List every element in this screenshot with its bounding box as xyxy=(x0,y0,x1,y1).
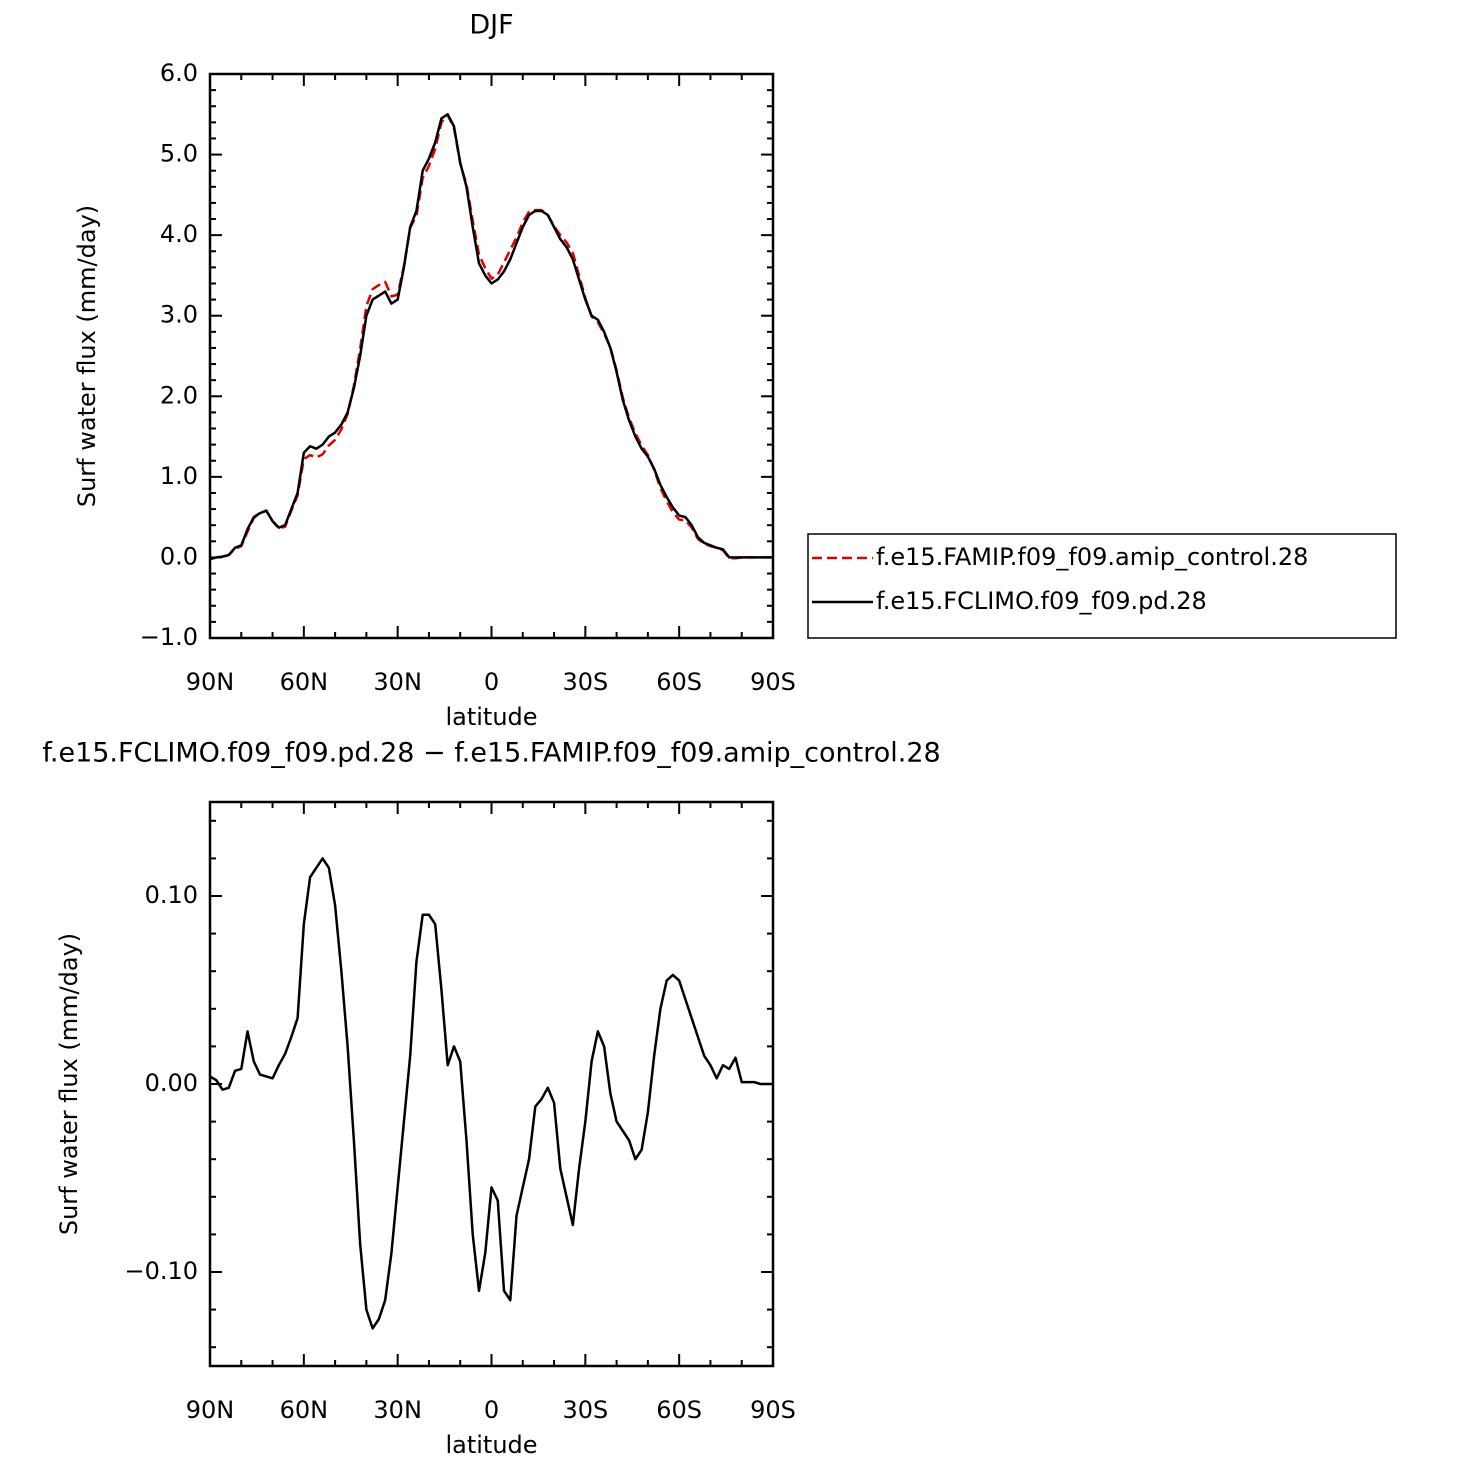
y-tick-label: 0.00 xyxy=(145,1069,198,1097)
x-tick-label: 30S xyxy=(562,1396,608,1424)
y-tick-label: 5.0 xyxy=(160,140,198,168)
y-tick-label: 2.0 xyxy=(160,381,198,409)
y-tick-label: −0.10 xyxy=(124,1257,198,1285)
y-axis-label: Surf water flux (mm/day) xyxy=(73,205,101,507)
x-tick-label: 60S xyxy=(656,1396,702,1424)
plot-frame xyxy=(208,72,775,640)
x-axis-label: latitude xyxy=(445,1431,537,1459)
y-tick-label: −1.0 xyxy=(140,623,198,651)
legend-label: f.e15.FCLIMO.f09_f09.pd.28 xyxy=(876,587,1207,615)
chart-title: DJF xyxy=(469,10,513,41)
legend-box xyxy=(807,533,1397,639)
x-tick-label: 30N xyxy=(373,1396,422,1424)
y-tick-label: 0.0 xyxy=(160,542,198,570)
x-tick-label: 30S xyxy=(562,668,608,696)
x-tick-label: 30N xyxy=(373,668,422,696)
y-tick-label: 0.10 xyxy=(145,881,198,909)
x-tick-label: 0 xyxy=(484,1396,499,1424)
x-tick-label: 90S xyxy=(750,668,796,696)
series-line xyxy=(209,113,773,561)
legend-label: f.e15.FAMIP.f09_f09.amip_control.28 xyxy=(876,543,1308,571)
chart-title: f.e15.FCLIMO.f09_f09.pd.28 − f.e15.FAMIP… xyxy=(42,738,940,769)
x-tick-label: 90N xyxy=(186,1396,235,1424)
series-line xyxy=(209,113,773,561)
x-tick-label: 60S xyxy=(656,668,702,696)
y-tick-label: 1.0 xyxy=(160,462,198,490)
x-tick-label: 90S xyxy=(750,1396,796,1424)
x-tick-label: 60N xyxy=(280,668,329,696)
plot-frame xyxy=(208,800,775,1368)
y-tick-label: 6.0 xyxy=(160,59,198,87)
x-tick-label: 60N xyxy=(280,1396,329,1424)
x-tick-label: 90N xyxy=(186,668,235,696)
x-axis-label: latitude xyxy=(445,703,537,731)
y-tick-label: 4.0 xyxy=(160,220,198,248)
y-axis-label: Surf water flux (mm/day) xyxy=(55,933,83,1235)
x-tick-label: 0 xyxy=(484,668,499,696)
series-line xyxy=(209,857,773,1330)
y-tick-label: 3.0 xyxy=(160,301,198,329)
